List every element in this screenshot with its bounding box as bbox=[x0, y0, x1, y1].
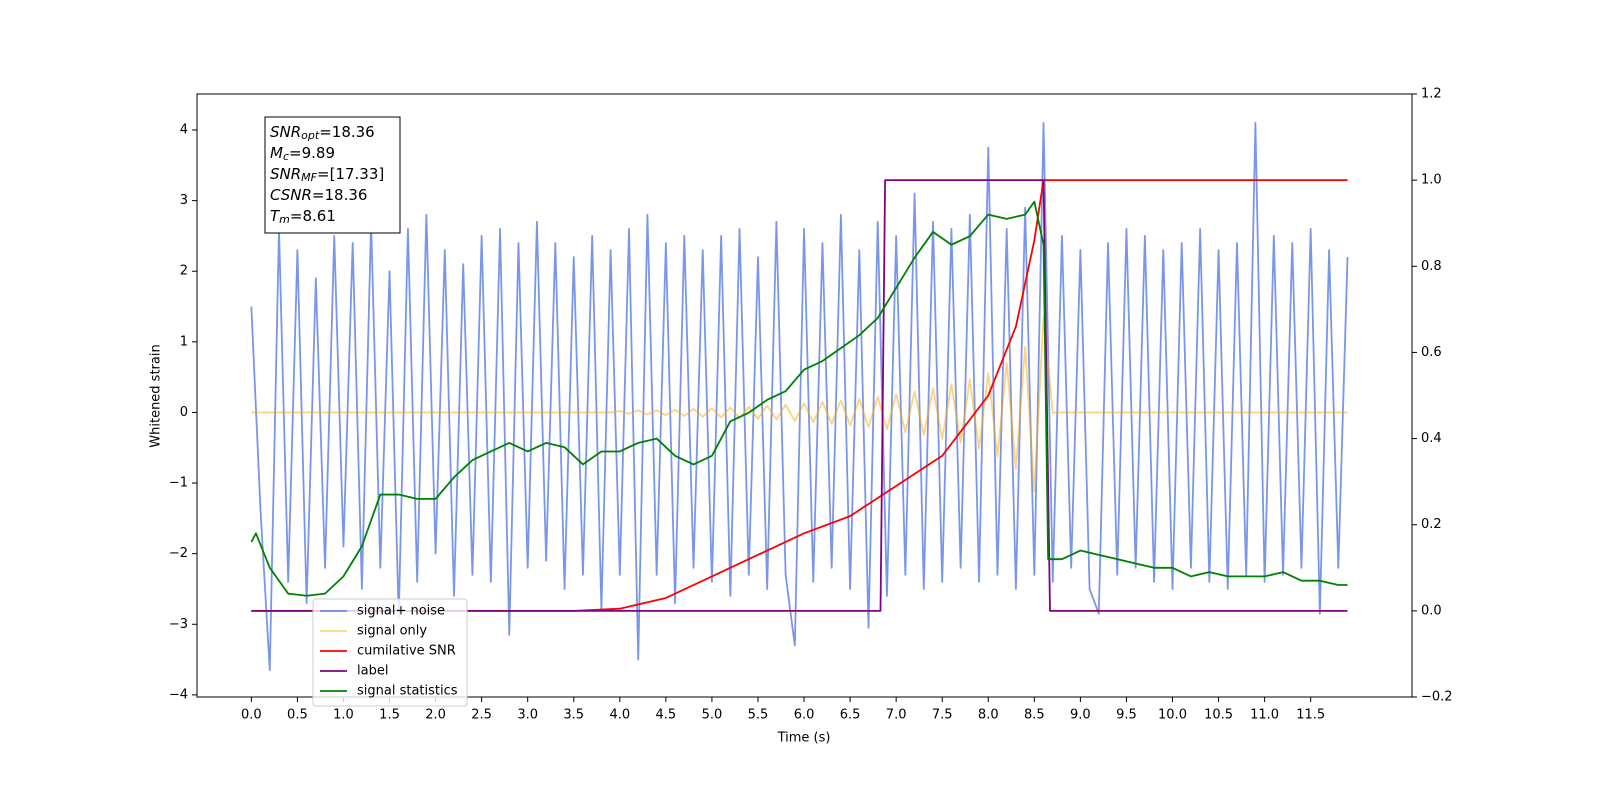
legend: signal+ noise signal only cumilative SNR la… bbox=[312, 598, 468, 707]
annotation-text: Mc=9.89 bbox=[270, 144, 335, 164]
y-axis-label: Whitened strain bbox=[149, 344, 164, 447]
annotation-symbol: CSNR bbox=[270, 186, 312, 204]
annotation-subscript: c bbox=[283, 150, 289, 163]
y2-tick-label: 1.2 bbox=[1421, 87, 1442, 102]
y-tick-label: 0 bbox=[180, 405, 188, 420]
annotation-value: =9.89 bbox=[289, 144, 335, 162]
annotation-value: =[17.33] bbox=[317, 165, 384, 183]
annotation-text: Tm=8.61 bbox=[270, 207, 336, 227]
annotation-subscript: opt bbox=[301, 129, 320, 142]
legend-label: label bbox=[357, 664, 388, 679]
series-line bbox=[250, 200, 1348, 597]
x-tick-label: 5.5 bbox=[748, 708, 769, 723]
annotation-symbol: T bbox=[270, 207, 281, 225]
annotation-frame bbox=[264, 116, 401, 234]
annotation-symbol: SNR bbox=[270, 123, 301, 141]
x-tick-label: 3.0 bbox=[517, 708, 538, 723]
legend-frame bbox=[312, 598, 468, 707]
annotation-subscript: MF bbox=[301, 171, 317, 184]
x-tick-label: 2.0 bbox=[425, 708, 446, 723]
y2-tick-label: 0.0 bbox=[1421, 603, 1442, 618]
x-tick-label: 0.5 bbox=[287, 708, 308, 723]
y-tick-label: 2 bbox=[180, 264, 188, 279]
x-tick-label: 7.5 bbox=[932, 708, 953, 723]
plot-area bbox=[250, 122, 1349, 672]
y-tick-label: 4 bbox=[180, 123, 188, 138]
x-tick-label: 2.5 bbox=[471, 708, 492, 723]
y2-tick-label: 1.0 bbox=[1421, 173, 1442, 188]
y-tick-label: −4 bbox=[169, 687, 188, 702]
x-tick-label: 10.5 bbox=[1204, 708, 1233, 723]
x-tick-label: 7.0 bbox=[886, 708, 907, 723]
series-line bbox=[251, 179, 1348, 612]
annotation-value: =18.36 bbox=[319, 123, 375, 141]
series-line bbox=[251, 179, 1348, 612]
legend-label: signal only bbox=[357, 624, 427, 639]
annotation-value: =18.36 bbox=[312, 186, 368, 204]
y2-tick-label: 0.8 bbox=[1421, 259, 1442, 274]
x-tick-label: 0.0 bbox=[241, 708, 262, 723]
annotation-text: SNRopt=18.36 bbox=[270, 123, 375, 143]
y-tick-label: −3 bbox=[169, 617, 188, 632]
x-tick-label: 3.5 bbox=[563, 708, 584, 723]
x-tick-label: 11.5 bbox=[1296, 708, 1325, 723]
x-axis-label: Time (s) bbox=[777, 731, 831, 746]
x-tick-label: 5.0 bbox=[702, 708, 723, 723]
series-line bbox=[250, 122, 1349, 672]
y2-tick-label: 0.4 bbox=[1421, 431, 1442, 446]
annotation-text: SNRMF=[17.33] bbox=[270, 165, 384, 185]
x-tick-label: 10.0 bbox=[1158, 708, 1187, 723]
legend-label: cumilative SNR bbox=[357, 644, 456, 659]
annotation-symbol: M bbox=[270, 144, 283, 162]
y-tick-label: 1 bbox=[180, 334, 188, 349]
x-tick-label: 4.0 bbox=[609, 708, 630, 723]
annotation-subscript: m bbox=[279, 213, 290, 226]
y2-tick-label: −0.2 bbox=[1421, 690, 1453, 705]
y-tick-label: −1 bbox=[169, 476, 188, 491]
x-tick-label: 6.0 bbox=[794, 708, 815, 723]
x-tick-label: 9.0 bbox=[1070, 708, 1091, 723]
y2-tick-label: 0.2 bbox=[1421, 517, 1442, 532]
x-tick-label: 4.5 bbox=[656, 708, 677, 723]
x-tick-label: 9.5 bbox=[1116, 708, 1137, 723]
legend-label: signal+ noise bbox=[357, 604, 445, 619]
y-tick-label: −2 bbox=[169, 546, 188, 561]
legend-label: signal statistics bbox=[357, 684, 458, 699]
x-tick-label: 1.5 bbox=[379, 708, 400, 723]
x-tick-label: 11.0 bbox=[1250, 708, 1279, 723]
y-tick-label: 3 bbox=[180, 193, 188, 208]
annotation-symbol: SNR bbox=[270, 165, 301, 183]
x-tick-label: 6.5 bbox=[840, 708, 861, 723]
y2-tick-label: 0.6 bbox=[1421, 345, 1442, 360]
annotation-text: CSNR=18.36 bbox=[270, 186, 367, 204]
x-tick-label: 8.0 bbox=[978, 708, 999, 723]
x-tick-label: 8.5 bbox=[1024, 708, 1045, 723]
x-tick-label: 1.0 bbox=[333, 708, 354, 723]
annotation-box: SNRopt=18.36Mc=9.89SNRMF=[17.33]CSNR=18.… bbox=[264, 116, 401, 234]
annotation-value: =8.61 bbox=[290, 207, 336, 225]
